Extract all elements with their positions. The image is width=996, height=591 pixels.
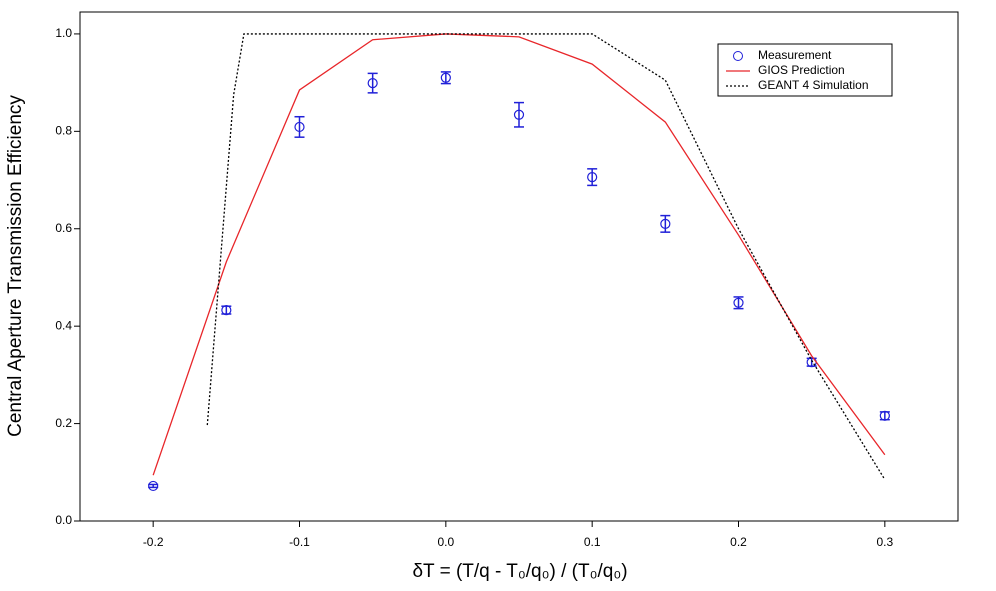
marker xyxy=(660,218,671,229)
legend-label: GIOS Prediction xyxy=(758,63,845,77)
marker xyxy=(367,78,378,89)
x-tick-label: 0.3 xyxy=(876,535,893,549)
x-axis-label: δT = (T/q - T₀/q₀) / (T₀/q₀) xyxy=(412,561,627,582)
y-axis-label: Central Aperture Transmission Efficiency xyxy=(5,95,26,437)
x-tick-label: 0.2 xyxy=(730,535,747,549)
x-tick-label: -0.2 xyxy=(143,535,164,549)
y-tick-label: 0.0 xyxy=(55,513,72,527)
error-bar xyxy=(514,101,524,128)
x-tick-label: -0.1 xyxy=(289,535,310,549)
error-bar xyxy=(587,168,598,187)
error-bar xyxy=(367,72,378,94)
marker xyxy=(221,304,232,316)
error-bar xyxy=(879,411,890,421)
legend-box xyxy=(717,43,893,97)
marker xyxy=(587,172,598,183)
marker xyxy=(148,480,159,492)
marker xyxy=(879,410,890,421)
error-bar xyxy=(440,71,451,85)
y-tick-label: 0.8 xyxy=(55,124,72,138)
error-bar xyxy=(221,305,232,315)
legend-label: GEANT 4 Simulation xyxy=(758,78,869,92)
x-tick-label: 0.1 xyxy=(584,535,601,549)
marker xyxy=(294,121,305,133)
error-bar xyxy=(733,296,744,310)
error-bar xyxy=(294,115,305,138)
plot-frame xyxy=(79,11,959,522)
error-bar xyxy=(806,357,817,367)
y-tick-label: 0.4 xyxy=(55,318,72,332)
x-tick-label: 0.0 xyxy=(437,535,454,549)
legend-marker xyxy=(733,51,743,61)
error-bar xyxy=(148,483,159,489)
series-line xyxy=(206,33,886,480)
error-bar xyxy=(660,214,671,233)
marker xyxy=(440,72,451,83)
y-tick-label: 0.2 xyxy=(55,416,72,430)
series-line xyxy=(152,33,886,476)
y-tick-label: 0.6 xyxy=(55,221,72,235)
marker xyxy=(513,109,525,120)
marker xyxy=(733,297,744,308)
y-tick-label: 1.0 xyxy=(55,26,72,40)
legend-label: Measurement xyxy=(758,48,832,62)
